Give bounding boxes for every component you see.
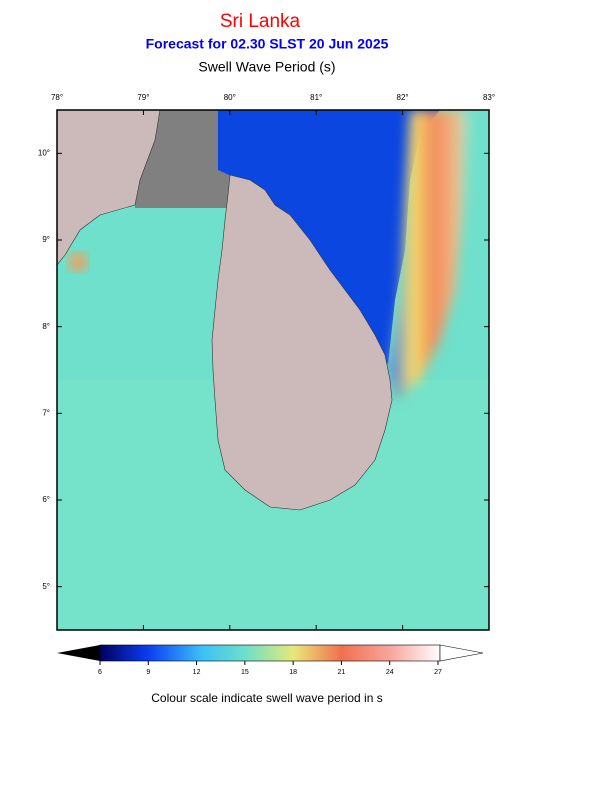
lon-label: 78° bbox=[51, 93, 63, 102]
colorbar-scale bbox=[99, 644, 441, 662]
colorbar-high bbox=[439, 644, 484, 662]
lon-label: 79° bbox=[137, 93, 149, 102]
colorbar-label: 21 bbox=[338, 669, 346, 676]
colorbar-label: 18 bbox=[289, 669, 297, 676]
india bbox=[57, 110, 161, 266]
lat-label: 6° bbox=[42, 495, 50, 504]
colorbar-label: 15 bbox=[241, 669, 249, 676]
colorbar bbox=[57, 644, 484, 662]
variable: Swell Wave Period (s) bbox=[198, 59, 335, 75]
lon-label: 83° bbox=[483, 93, 495, 102]
sri-lanka bbox=[211, 174, 393, 511]
lat-label: 10° bbox=[38, 148, 50, 157]
lon-label: 80° bbox=[224, 93, 236, 102]
colorbar-low bbox=[57, 645, 100, 661]
swell-spot bbox=[68, 252, 88, 272]
swell-band bbox=[388, 110, 470, 400]
colorbar-caption: Colour scale indicate swell wave period … bbox=[151, 691, 382, 705]
map-frame bbox=[56, 109, 490, 631]
lon-label: 81° bbox=[310, 93, 322, 102]
colorbar-label: 12 bbox=[193, 669, 201, 676]
colorbar-label: 6 bbox=[98, 669, 102, 676]
lat-label: 9° bbox=[42, 235, 50, 244]
colorbar-label: 27 bbox=[434, 669, 442, 676]
lat-label: 7° bbox=[42, 408, 50, 417]
lat-label: 5° bbox=[42, 582, 50, 591]
title: Sri Lanka bbox=[220, 11, 301, 32]
colorbar-label: 9 bbox=[146, 669, 150, 676]
lat-label: 8° bbox=[42, 322, 50, 331]
map-field bbox=[57, 110, 489, 630]
subtitle: Forecast for 02.30 SLST 20 Jun 2025 bbox=[146, 36, 389, 52]
long-period-zone bbox=[218, 110, 440, 365]
lon-label: 82° bbox=[397, 93, 409, 102]
colorbar-label: 24 bbox=[386, 669, 394, 676]
